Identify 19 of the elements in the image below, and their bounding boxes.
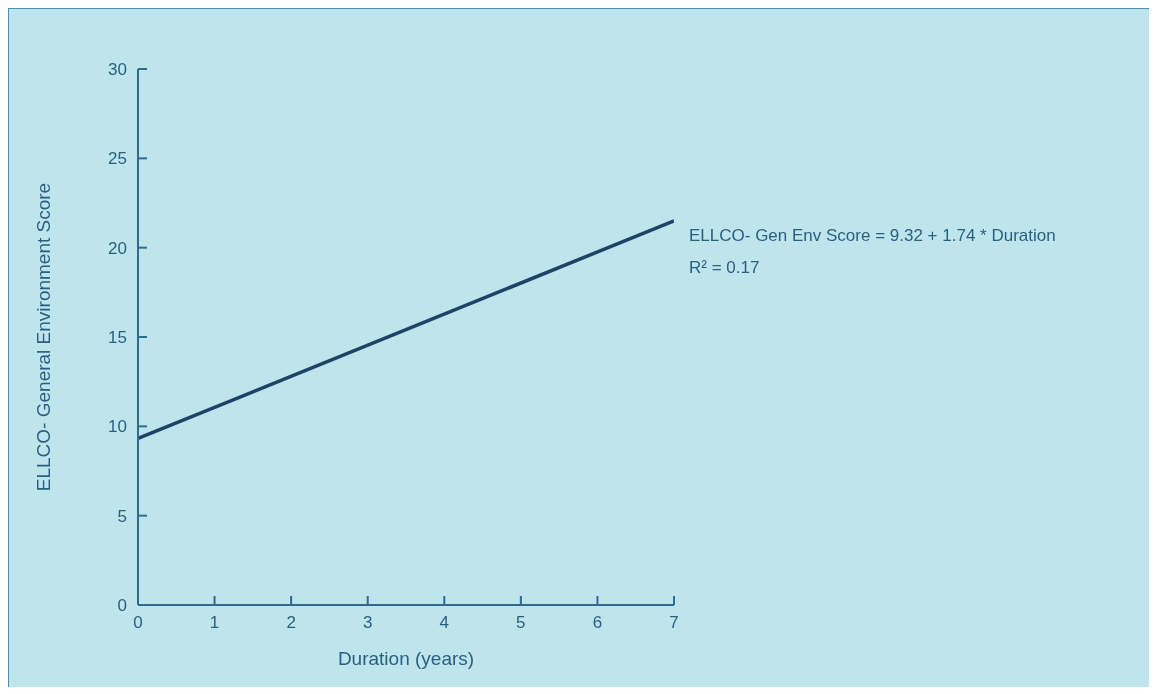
y-tick-label: 5 bbox=[117, 506, 127, 526]
x-tick-label: 3 bbox=[362, 613, 373, 633]
x-axis-title: Duration (years) bbox=[337, 648, 475, 669]
x-tick-label: 0 bbox=[133, 613, 143, 633]
y-tick-label: 15 bbox=[108, 328, 127, 348]
text: ELLCO- Gen Env Score = 9.32 + 1.74 * Duration bbox=[689, 225, 1056, 247]
x-tick-label: 5 bbox=[516, 613, 526, 633]
x-tick-label: 2 bbox=[286, 613, 296, 633]
x-tick-label: 1 bbox=[209, 613, 220, 633]
y-tick-label: 20 bbox=[108, 238, 127, 258]
y-tick-label: 30 bbox=[108, 60, 127, 80]
y-tick-label: 10 bbox=[108, 417, 127, 437]
y-tick-label: 25 bbox=[108, 149, 127, 169]
y-tick-label: 0 bbox=[117, 596, 127, 616]
x-tick-label: 4 bbox=[439, 613, 450, 633]
y-axis-title: ELLCO- General Environment Score bbox=[32, 182, 54, 492]
x-tick-label: 7 bbox=[669, 613, 679, 633]
x-tick-label: 6 bbox=[592, 613, 603, 633]
text: R² = 0.17 bbox=[689, 257, 761, 279]
